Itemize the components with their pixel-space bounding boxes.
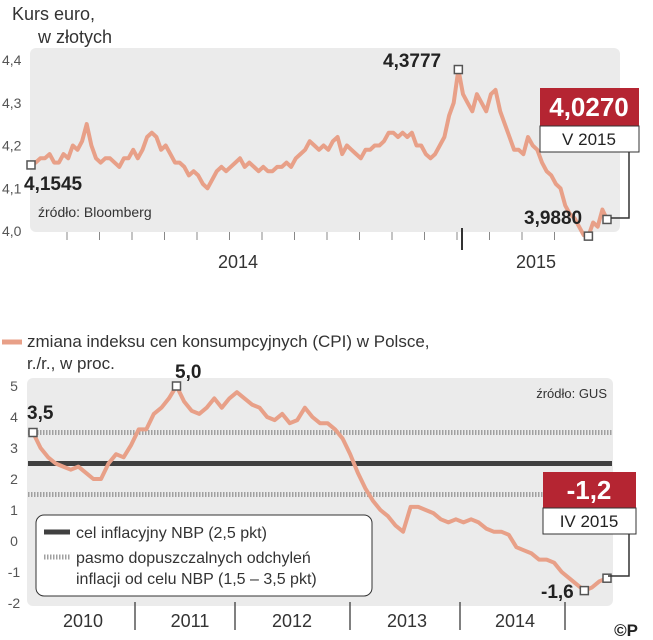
top-start-marker	[26, 160, 36, 170]
top-badge-connector	[611, 135, 630, 219]
top-chart-title: Kurs euro,	[12, 4, 95, 24]
bottom-y-tick-label: 4	[10, 409, 18, 425]
euro-rate-chart: 4,4 4,3 4,2 4,1 4,0 2014 2015 Kurs euro, w zł…	[2, 4, 640, 272]
top-x-year-label: 2015	[516, 252, 556, 272]
bottom-y-tick-label: 2	[10, 471, 18, 487]
bottom-badge-date: IV 2015	[560, 512, 619, 531]
top-max-label: 4,3777	[383, 51, 441, 72]
bottom-x-year-label: 2013	[387, 611, 427, 631]
top-markers	[26, 64, 612, 241]
bottom-x-year-label: 2011	[171, 611, 210, 631]
top-badge-date: V 2015	[562, 130, 616, 149]
bottom-x-year-label: 2014	[495, 611, 535, 631]
bottom-y-tick-label: 0	[10, 533, 18, 549]
top-y-ticks: 4,4 4,3 4,2 4,1 4,0	[2, 52, 22, 239]
bottom-start-label: 3,5	[27, 403, 54, 424]
top-series-line	[29, 67, 609, 239]
bottom-start-marker	[28, 427, 38, 438]
cpi-chart: zmiana indeksu cen konsumpcyjnych (CPI) …	[2, 332, 637, 631]
bottom-badge-date-bg	[542, 507, 637, 535]
bottom-legend: cel inflacyjny NBP (2,5 pkt) pasmo dopus…	[35, 514, 373, 597]
bottom-value-badge: -1,2 IV 2015	[542, 472, 637, 577]
bottom-reference-lines	[28, 430, 612, 497]
top-start-label: 4,1545	[24, 174, 83, 195]
bottom-badge-value-bg	[543, 472, 636, 508]
legend-band-label-2: inflacji od celu NBP (1,5 – 3,5 pkt)	[76, 571, 317, 588]
bottom-badge-value: -1,2	[567, 475, 612, 505]
bottom-x-year-label: 2010	[63, 611, 103, 631]
bottom-min-marker	[579, 585, 590, 596]
bottom-y-tick-label: 5	[10, 378, 18, 394]
top-x-axis: 2014 2015	[66, 228, 588, 272]
top-badge-value-bg	[540, 88, 639, 126]
top-min-marker	[583, 231, 594, 241]
bottom-y-tick-label: 1	[10, 502, 18, 518]
legend-target-label: cel inflacyjny NBP (2,5 pkt)	[76, 525, 267, 542]
top-y-tick-label: 4,3	[2, 95, 22, 111]
bottom-badge-connector	[608, 525, 630, 577]
top-y-tick-label: 4,4	[2, 52, 22, 68]
top-chart-subtitle: w złotych	[37, 27, 112, 47]
legend-box	[35, 514, 373, 597]
top-y-tick-label: 4,1	[2, 180, 22, 196]
top-chart-source: źródło: Bloomberg	[38, 204, 152, 220]
bottom-x-year-label: 2012	[272, 611, 312, 631]
top-value-badge: 4,0270 V 2015	[539, 88, 640, 219]
top-min-label: 3,9880	[524, 208, 582, 229]
top-last-marker	[602, 214, 612, 225]
bottom-chart-source: źródło: GUS	[536, 386, 607, 401]
top-badge-date-bg	[539, 125, 640, 153]
bottom-max-label: 5,0	[175, 362, 201, 383]
top-x-year-label: 2014	[218, 252, 258, 272]
bottom-chart-subtitle: r./r., w proc.	[27, 354, 115, 373]
top-y-tick-label: 4,0	[2, 223, 22, 239]
bottom-y-tick-label: -1	[8, 564, 21, 580]
bottom-y-tick-label: -2	[8, 595, 21, 611]
bottom-x-axis: 2010 2011 2012 2013 2014	[63, 602, 566, 631]
publisher-logo: ©P	[614, 621, 638, 640]
bottom-chart-title: zmiana indeksu cen konsumpcyjnych (CPI) …	[27, 332, 430, 351]
bottom-last-marker	[602, 573, 612, 583]
top-badge-value: 4,0270	[549, 92, 629, 122]
top-y-tick-label: 4,2	[2, 138, 22, 154]
top-max-marker	[453, 64, 464, 75]
bottom-markers	[28, 381, 612, 596]
legend-band-label-1: pasmo dopuszczalnych odchyleń	[76, 550, 311, 567]
bottom-min-label: -1,6	[541, 582, 574, 603]
bottom-series-line	[31, 384, 609, 593]
top-plot-area	[30, 48, 620, 232]
bottom-y-tick-label: 3	[10, 440, 18, 456]
bottom-max-marker	[171, 381, 182, 391]
bottom-y-ticks: 5 4 3 2 1 0 -1 -2	[8, 378, 21, 611]
